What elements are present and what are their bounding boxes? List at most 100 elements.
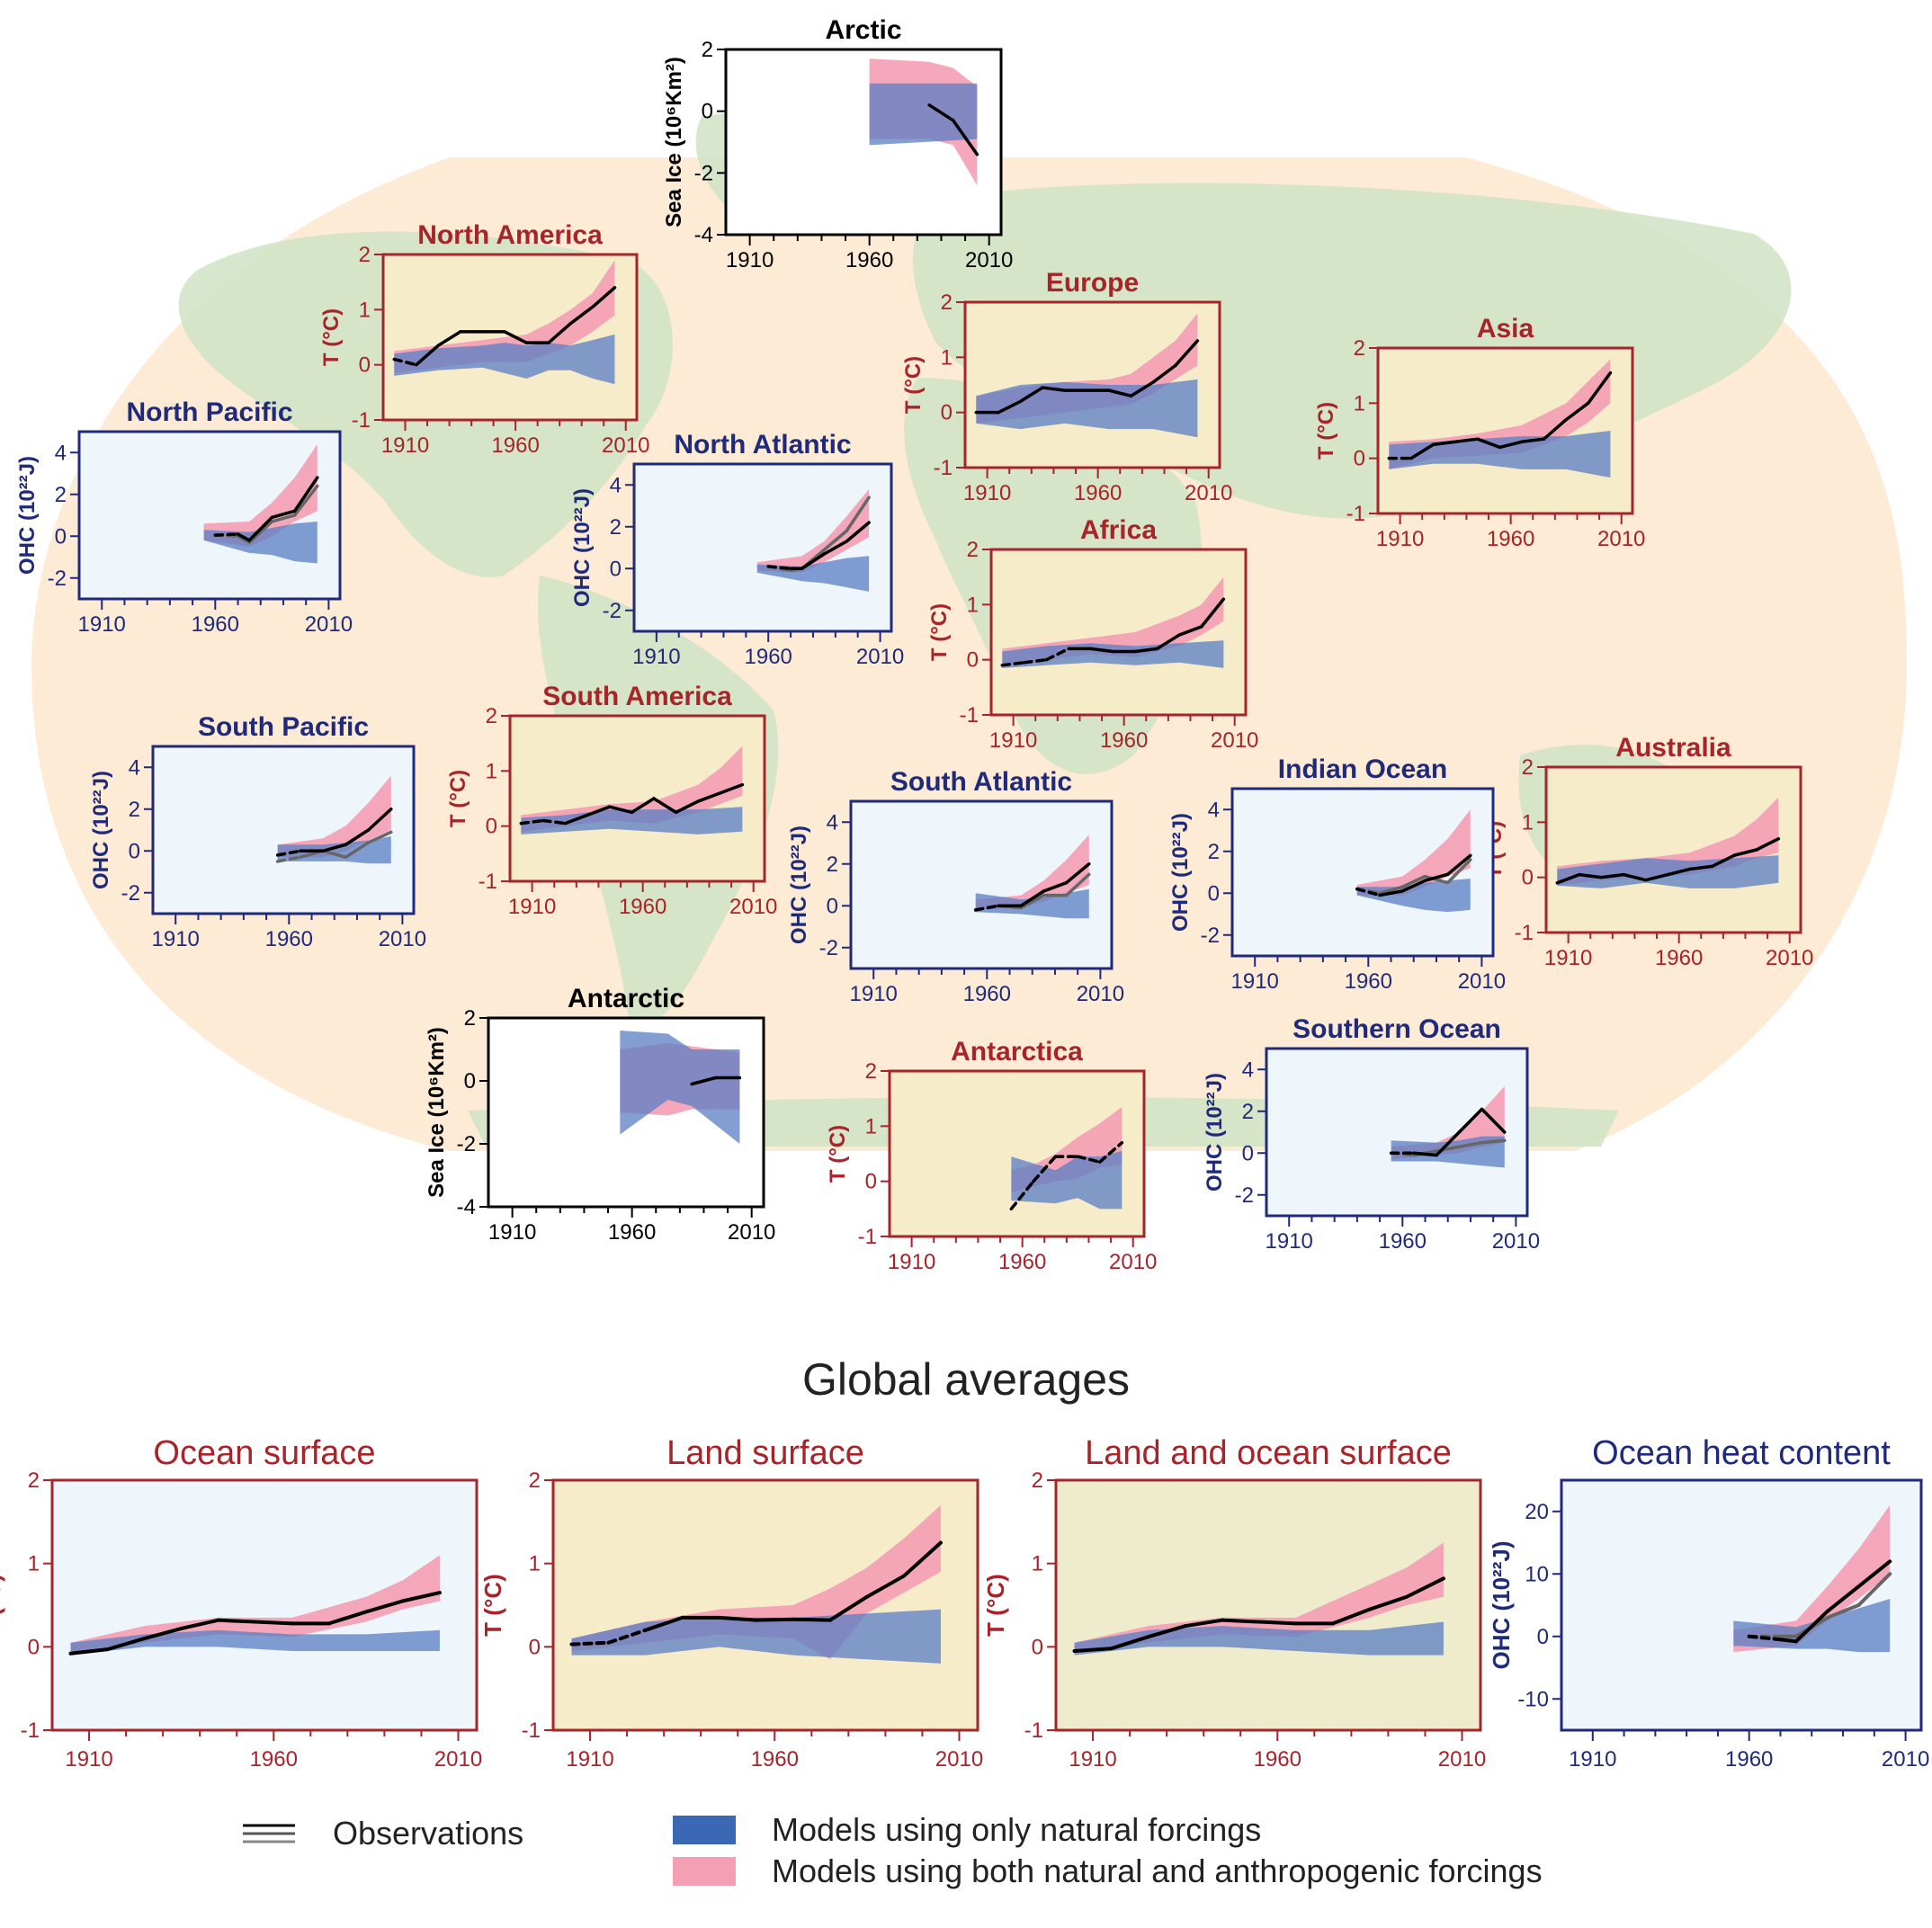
south-atlantic-observations-segment bbox=[1019, 889, 1046, 907]
north-america-ylabel: T (°C) bbox=[319, 308, 344, 366]
north-pacific-observations-segment bbox=[292, 476, 319, 513]
southern-ocean-observations-segment bbox=[1480, 1107, 1507, 1134]
land-ocean-surface-observations-segment bbox=[1367, 1594, 1409, 1611]
land-surface-ytick-label: 1 bbox=[529, 1552, 541, 1576]
indian-ocean-ytick-label: 0 bbox=[1208, 881, 1220, 906]
arctic-title: Arctic bbox=[825, 15, 901, 45]
southern-ocean-observations-2-segment bbox=[1457, 1140, 1484, 1149]
arctic-observations-segment bbox=[952, 119, 979, 156]
observations-swatch bbox=[243, 1824, 295, 1843]
page-title: Global averages bbox=[801, 1354, 1131, 1405]
land-ocean-surface-ylabel: T (°C) bbox=[982, 1574, 1009, 1637]
north-atlantic-ytick-label: -2 bbox=[603, 599, 622, 623]
indian-ocean-title: Indian Ocean bbox=[1278, 754, 1447, 784]
north-america-xtick-label: 2010 bbox=[602, 433, 649, 458]
ocean-surface-ylabel: T (°C) bbox=[0, 1574, 5, 1637]
land-ocean-surface-frame bbox=[1054, 1478, 1482, 1732]
chart-north-america: North America -1 0 1 2 1910 1960 2010 T (°C) bbox=[319, 220, 649, 458]
south-atlantic-observations-2-segment bbox=[1019, 893, 1046, 910]
land-surface-observations-segment bbox=[606, 1628, 648, 1645]
chart-indian-ocean: Indian Ocean -2 0 2 4 1910 1960 2010 OHC (10²²J) bbox=[1168, 754, 1506, 994]
africa-xtick-label: 1960 bbox=[1100, 728, 1148, 753]
land-ocean-surface-observations-segment bbox=[1146, 1624, 1187, 1639]
southern-ocean-title: Southern Ocean bbox=[1292, 1014, 1501, 1044]
africa-xtick-label: 2010 bbox=[1211, 728, 1258, 753]
antarctica-ytick-label: -1 bbox=[858, 1225, 877, 1249]
indian-ocean-observations-segment bbox=[1445, 853, 1472, 877]
land-ocean-surface-ytick-label: -1 bbox=[1024, 1718, 1043, 1743]
ocean-surface-frame bbox=[50, 1478, 479, 1732]
north-pacific-observations-2-segment bbox=[292, 484, 319, 517]
asia-observations-segment bbox=[1564, 401, 1590, 422]
north-pacific-observations-segment bbox=[213, 532, 240, 537]
chart-south-atlantic: South Atlantic -2 0 2 4 1910 1960 2010 OHC (10²²… bbox=[787, 767, 1124, 1006]
ocean-surface-xtick-label: 1960 bbox=[250, 1747, 298, 1772]
south-america-observations-segment bbox=[563, 813, 589, 826]
south-pacific-observations-segment bbox=[321, 843, 348, 852]
chart-antarctic: Antarctic -4 -2 0 2 1910 1960 2010 Sea Ice (10⁶K… bbox=[425, 984, 775, 1245]
europe-xtick-label: 1960 bbox=[1074, 481, 1122, 505]
arctic-natural-band bbox=[869, 83, 978, 146]
ocean-heat-content-xtick-label: 1910 bbox=[1569, 1747, 1616, 1772]
africa-ytick-label: 0 bbox=[967, 648, 979, 673]
indian-ocean-xtick-label: 2010 bbox=[1458, 969, 1506, 994]
ocean-heat-content-observations-2-segment bbox=[1825, 1603, 1861, 1620]
north-atlantic-observations-segment bbox=[845, 521, 871, 543]
south-pacific-xtick-label: 2010 bbox=[379, 927, 426, 951]
europe-xtick-label: 1910 bbox=[963, 481, 1011, 505]
land-surface-ylabel: T (°C) bbox=[479, 1574, 506, 1637]
ocean-heat-content-observations-segment bbox=[1793, 1609, 1829, 1644]
land-surface-plot-area bbox=[553, 1480, 978, 1730]
europe-ytick-label: -1 bbox=[934, 456, 953, 480]
indian-ocean-xtick-label: 1960 bbox=[1345, 969, 1392, 994]
land-surface-observations-segment bbox=[864, 1574, 906, 1599]
south-pacific-observations-2-segment bbox=[344, 841, 371, 859]
ocean-surface-observations-segment bbox=[179, 1618, 220, 1630]
ocean-surface-observations-segment bbox=[326, 1610, 368, 1626]
europe-observations-segment bbox=[1174, 339, 1200, 368]
australia-observations-segment bbox=[1755, 836, 1781, 852]
ocean-surface-observations-segment bbox=[400, 1591, 442, 1603]
indian-ocean-observations-segment bbox=[1355, 887, 1382, 897]
north-pacific-title: North Pacific bbox=[126, 397, 292, 427]
legend-natural: Models using only natural forcings bbox=[673, 1809, 1261, 1849]
south-pacific-xtick-label: 1960 bbox=[265, 927, 313, 951]
africa-ylabel: T (°C) bbox=[927, 603, 952, 661]
ocean-surface-anthro-band bbox=[70, 1555, 440, 1654]
europe-frame bbox=[963, 300, 1221, 469]
europe-observations-segment bbox=[1041, 386, 1067, 392]
antarctic-xtick-label: 1910 bbox=[488, 1220, 536, 1245]
north-atlantic-observations-2-segment bbox=[845, 495, 871, 533]
north-america-xtick-label: 1960 bbox=[491, 433, 539, 458]
north-pacific-ytick-label: 2 bbox=[55, 483, 67, 507]
africa-ytick-label: 1 bbox=[967, 593, 979, 617]
south-atlantic-ylabel: OHC (10²²J) bbox=[787, 826, 811, 944]
south-atlantic-xtick-label: 1960 bbox=[963, 982, 1011, 1006]
europe-observations-segment bbox=[1018, 386, 1044, 404]
chart-south-america: South America -1 0 1 2 1910 1960 2010 T (°C) bbox=[446, 682, 777, 919]
south-america-observations-segment bbox=[586, 805, 612, 817]
antarctica-ytick-label: 1 bbox=[865, 1114, 877, 1138]
indian-ocean-frame bbox=[1230, 787, 1495, 958]
southern-ocean-ytick-label: 4 bbox=[1242, 1058, 1254, 1082]
north-atlantic-observations-segment bbox=[800, 552, 827, 570]
europe-xtick-label: 2010 bbox=[1185, 481, 1232, 505]
north-pacific-observations-2-segment bbox=[247, 520, 274, 544]
ocean-surface-xtick-label: 2010 bbox=[434, 1747, 482, 1772]
asia-observations-segment bbox=[1409, 442, 1436, 460]
ocean-surface-ytick-label: 1 bbox=[28, 1552, 40, 1576]
south-pacific-observations-segment bbox=[366, 808, 393, 832]
arctic-xtick-label: 1960 bbox=[845, 248, 893, 272]
charts-layer: Arctic -4 -2 0 2 1910 1960 2010 Sea Ice (10⁶Km²)… bbox=[0, 15, 1929, 1772]
ocean-heat-content-ytick-label: -10 bbox=[1517, 1687, 1549, 1711]
asia-title: Asia bbox=[1477, 314, 1534, 344]
asia-ylabel: T (°C) bbox=[1314, 402, 1338, 460]
arctic-ylabel: Sea Ice (10⁶Km²) bbox=[662, 57, 686, 228]
arctic-ytick-label: -4 bbox=[694, 223, 713, 247]
antarctica-observations-segment bbox=[1032, 1155, 1058, 1183]
ocean-surface-observations-segment bbox=[363, 1599, 405, 1614]
north-pacific-natural-band bbox=[203, 521, 318, 564]
ocean-heat-content-observations-2-segment bbox=[1856, 1572, 1892, 1607]
australia-observations-segment bbox=[1578, 872, 1604, 879]
